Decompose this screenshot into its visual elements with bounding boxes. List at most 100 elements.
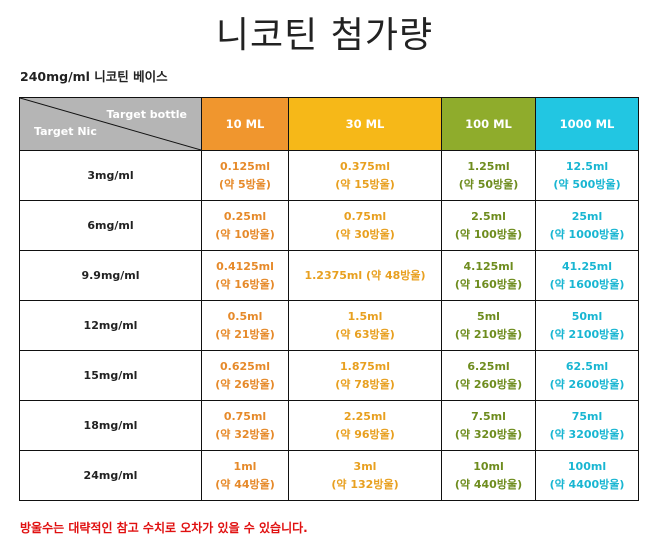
column-header-1000ml: 1000 ML	[535, 97, 639, 151]
row-label: 3mg/ml	[19, 150, 202, 201]
drop-count: (약 100방울)	[454, 227, 523, 241]
drop-count: (약 78방울)	[335, 377, 395, 391]
diagonal-divider	[20, 98, 201, 150]
amount-ml: 0.75ml	[223, 409, 267, 423]
cell-1000ml: 100ml (약 4400방울)	[535, 450, 639, 501]
amount-ml: 7.5ml	[471, 409, 506, 423]
cell-1000ml: 41.25ml (약 1600방울)	[535, 250, 639, 301]
cell-10ml: 0.25ml (약 10방울)	[201, 200, 289, 251]
column-header-10ml: 10 ML	[201, 97, 289, 151]
drop-count: (약 2600방울)	[549, 377, 625, 391]
amount-ml: 0.5ml	[227, 309, 263, 323]
drop-count: (약 16방울)	[215, 277, 275, 291]
amount-ml: 75ml	[571, 409, 603, 423]
cell-30ml: 1.5ml (약 63방울)	[288, 300, 442, 351]
amount-ml: 0.4125ml	[216, 259, 274, 273]
cell-30ml: 2.25ml (약 96방울)	[288, 400, 442, 451]
cell-100ml: 6.25ml (약 260방울)	[441, 350, 536, 401]
row-label: 6mg/ml	[19, 200, 202, 251]
amount-ml: 50ml	[571, 309, 603, 323]
drop-count: (약 1600방울)	[549, 277, 625, 291]
drop-count: (약 30방울)	[335, 227, 395, 241]
amount-ml: 25ml	[571, 209, 603, 223]
amount-ml: 100ml	[567, 459, 607, 473]
row-label: 12mg/ml	[19, 300, 202, 351]
cell-30ml: 1.2375ml (약 48방울)	[288, 250, 442, 301]
target-bottle-label: Target bottle	[106, 108, 187, 121]
amount-ml: 0.625ml	[219, 359, 271, 373]
row-label: 24mg/ml	[19, 450, 202, 501]
amount-ml: 0.75ml	[343, 209, 387, 223]
amount-ml: 10ml	[473, 459, 504, 473]
amount-ml: 2.25ml	[343, 409, 387, 423]
amount-ml: 1.25ml	[467, 159, 510, 173]
amount-ml: 0.25ml	[223, 209, 267, 223]
cell-1000ml: 12.5ml (약 500방울)	[535, 150, 639, 201]
table-row: 12mg/ml 0.5ml (약 21방울) 1.5ml (약 63방울) 5ml (약 2…	[19, 300, 639, 351]
subtitle: 240mg/ml 니코틴 베이스	[20, 69, 168, 84]
target-nic-label: Target Nic	[34, 125, 97, 138]
table-row: 24mg/ml 1ml (약 44방울) 3ml (약 132방울) 10ml (약 440…	[19, 450, 639, 501]
cell-30ml: 0.375ml (약 15방울)	[288, 150, 442, 201]
amount-ml: 1.875ml	[339, 359, 391, 373]
drop-count: (약 50방울)	[458, 177, 519, 191]
row-label: 9.9mg/ml	[19, 250, 202, 301]
amount-ml: 1.5ml	[347, 309, 383, 323]
table-row: 6mg/ml 0.25ml (약 10방울) 0.75ml (약 30방울) 2.5ml (…	[19, 200, 639, 251]
drop-count: (약 21방울)	[215, 327, 275, 341]
cell-100ml: 5ml (약 210방울)	[441, 300, 536, 351]
cell-10ml: 0.125ml (약 5방울)	[201, 150, 289, 201]
nicotine-table: Target bottle Target Nic 10 ML 30 ML 100…	[19, 97, 639, 501]
cell-10ml: 0.5ml (약 21방울)	[201, 300, 289, 351]
drop-count: (약 1000방울)	[549, 227, 625, 241]
cell-1000ml: 50ml (약 2100방울)	[535, 300, 639, 351]
cell-100ml: 10ml (약 440방울)	[441, 450, 536, 501]
column-header-30ml: 30 ML	[288, 97, 442, 151]
amount-ml: 1.2375ml (약 48방울)	[304, 268, 426, 282]
drop-count: (약 2100방울)	[549, 327, 625, 341]
cell-1000ml: 25ml (약 1000방울)	[535, 200, 639, 251]
drop-count: (약 44방울)	[215, 477, 275, 491]
table-row: 9.9mg/ml 0.4125ml (약 16방울) 1.2375ml (약 48방울…	[19, 250, 639, 301]
cell-1000ml: 62.5ml (약 2600방울)	[535, 350, 639, 401]
row-label: 18mg/ml	[19, 400, 202, 451]
amount-ml: 6.25ml	[467, 359, 510, 373]
drop-count: (약 500방울)	[553, 177, 621, 191]
drop-count: (약 132방울)	[331, 477, 399, 491]
cell-10ml: 0.75ml (약 32방울)	[201, 400, 289, 451]
cell-100ml: 1.25ml (약 50방울)	[441, 150, 536, 201]
table-row: 18mg/ml 0.75ml (약 32방울) 2.25ml (약 96방울) 7.5ml…	[19, 400, 639, 451]
drop-count: (약 320방울)	[454, 427, 523, 441]
drop-count: (약 10방울)	[215, 227, 275, 241]
amount-ml: 4.125ml	[463, 259, 514, 273]
cell-1000ml: 75ml (약 3200방울)	[535, 400, 639, 451]
amount-ml: 62.5ml	[565, 359, 609, 373]
drop-count: (약 3200방울)	[549, 427, 625, 441]
drop-count: (약 63방울)	[335, 327, 395, 341]
row-label: 15mg/ml	[19, 350, 202, 401]
amount-ml: 3ml	[353, 459, 377, 473]
cell-10ml: 0.625ml (약 26방울)	[201, 350, 289, 401]
amount-ml: 41.25ml	[561, 259, 613, 273]
table-body: 3mg/ml 0.125ml (약 5방울) 0.375ml (약 15방울) 1.25m…	[19, 150, 639, 501]
amount-ml: 12.5ml	[565, 159, 609, 173]
drop-count: (약 32방울)	[215, 427, 275, 441]
table-row: 3mg/ml 0.125ml (약 5방울) 0.375ml (약 15방울) 1.25m…	[19, 150, 639, 201]
amount-ml: 2.5ml	[471, 209, 506, 223]
corner-header: Target bottle Target Nic	[19, 97, 202, 151]
drop-count: (약 5방울)	[219, 177, 271, 191]
cell-30ml: 1.875ml (약 78방울)	[288, 350, 442, 401]
drop-count: (약 210방울)	[454, 327, 523, 341]
drop-count: (약 26방울)	[215, 377, 275, 391]
cell-100ml: 7.5ml (약 320방울)	[441, 400, 536, 451]
drop-count: (약 440방울)	[454, 477, 523, 491]
cell-10ml: 0.4125ml (약 16방울)	[201, 250, 289, 301]
amount-ml: 5ml	[477, 309, 500, 323]
column-header-100ml: 100 ML	[441, 97, 536, 151]
cell-100ml: 2.5ml (약 100방울)	[441, 200, 536, 251]
amount-ml: 1ml	[233, 459, 257, 473]
drop-count: (약 4400방울)	[549, 477, 625, 491]
amount-ml: 0.375ml	[339, 159, 391, 173]
drop-count: (약 160방울)	[454, 277, 523, 291]
cell-30ml: 0.75ml (약 30방울)	[288, 200, 442, 251]
